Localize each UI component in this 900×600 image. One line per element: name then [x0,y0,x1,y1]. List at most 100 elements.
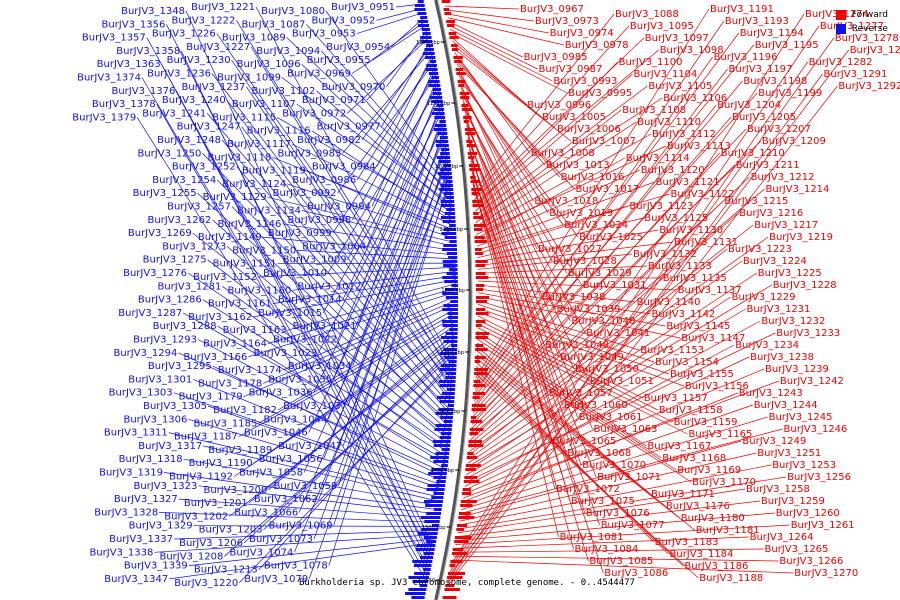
forward-leader-line [475,85,648,216]
forward-gene-mark [460,500,477,503]
reverse-leader-line [169,542,434,580]
reverse-leader-line [347,81,439,260]
forward-leader-line [459,79,579,238]
forward-gene-mark [475,288,484,291]
reverse-gene-label: BurJV3_1022 [273,335,337,346]
forward-gene-label: BurJV3_1005 [542,112,606,123]
scale-tick-label: 1450 kbp [431,468,455,474]
reverse-gene-label: BurJV3_1294 [113,348,177,359]
forward-gene-label: BurJV3_0967 [520,4,584,15]
reverse-leader-line [224,353,456,557]
reverse-gene-label: BurJV3_1099 [217,73,281,84]
legend-label: Reverse [851,24,888,34]
forward-gene-label: BurJV3_1006 [557,124,621,135]
forward-gene-mark [443,8,450,11]
backbone-line [434,0,472,600]
forward-gene-mark [465,464,481,467]
forward-gene-mark [474,240,487,243]
reverse-leader-line [180,50,431,560]
reverse-gene-label: BurJV3_0971 [302,95,366,106]
reverse-gene-mark [430,456,449,459]
forward-gene-label: BurJV3_1060 [564,400,628,411]
reverse-leader-line [296,103,454,215]
reverse-gene-mark [431,112,445,115]
forward-gene-label: BurJV3_1212 [751,172,815,183]
forward-leader-line [472,140,762,421]
reverse-leader-line [258,312,457,424]
forward-gene-mark [468,156,475,159]
reverse-gene-mark [425,56,436,59]
forward-gene-label: BurJV3_1224 [743,256,807,267]
reverse-gene-label: BurJV3_1023 [253,348,317,359]
forward-gene-label: BurJV3_1072 [556,484,620,495]
reverse-gene-mark [445,180,453,183]
forward-gene-label: BurJV3_1291 [824,69,888,80]
reverse-leader-line [277,117,454,219]
forward-gene-mark [474,356,486,359]
reverse-gene-mark [411,596,425,599]
reverse-leader-line [327,86,440,274]
forward-gene-mark [449,564,456,567]
forward-leader-line [477,292,666,327]
reverse-leader-line [325,10,452,186]
forward-leader-line [453,548,764,553]
reverse-leader-line [183,312,447,461]
reverse-leader-line [207,405,443,490]
forward-leader-line [473,37,645,200]
forward-gene-mark [473,384,486,387]
reverse-gene-mark [412,580,429,583]
forward-gene-mark [470,416,477,419]
reverse-leader-line [173,530,436,540]
forward-leader-line [474,61,618,208]
reverse-gene-label: BurJV3_0984 [312,162,376,173]
forward-gene-label: BurJV3_1233 [776,328,840,339]
reverse-gene-mark [425,540,437,543]
reverse-gene-label: BurJV3_1255 [133,188,197,199]
forward-leader-line [461,94,582,286]
reverse-gene-mark [449,268,458,271]
forward-leader-line [477,217,644,259]
forward-leader-line [477,307,670,375]
scale-tick-label: 1500 kbp [422,525,446,531]
forward-gene-label: BurJV3_1214 [766,184,830,195]
forward-gene-label: BurJV3_1135 [663,273,727,284]
reverse-gene-mark [444,236,457,239]
reverse-leader-line [250,46,454,379]
reverse-gene-label: BurJV3_1162 [188,312,252,323]
forward-gene-label: BurJV3_1039 [557,304,621,315]
forward-gene-mark [456,528,464,531]
forward-leader-line [458,464,772,526]
forward-leader-line [449,37,835,572]
reverse-gene-mark [442,260,458,263]
forward-gene-mark [466,140,473,143]
reverse-gene-label: BurJV3_1069 [269,521,333,532]
forward-gene-label: BurJV3_1198 [743,76,807,87]
reverse-gene-mark [417,20,429,23]
reverse-gene-mark [446,252,458,255]
reverse-gene-label: BurJV3_1078 [264,561,328,572]
reverse-gene-label: BurJV3_1226 [152,29,216,40]
forward-gene-label: BurJV3_1132 [633,249,697,260]
reverse-gene-label: BurJV3_1281 [157,281,221,292]
reverse-gene-label: BurJV3_1208 [159,551,223,562]
reverse-gene-label: BurJV3_1187 [174,432,238,443]
forward-gene-mark [475,324,482,327]
reverse-gene-mark [438,160,451,163]
reverse-gene-label: BurJV3_1230 [167,55,231,66]
reverse-gene-mark [426,44,434,47]
forward-gene-label: BurJV3_1209 [762,136,826,147]
reverse-gene-mark [446,208,455,211]
forward-leader-line [475,373,699,579]
forward-gene-label: BurJV3_1027 [538,244,602,255]
reverse-gene-mark [435,412,454,415]
forward-gene-label: BurJV3_1130 [659,225,723,236]
reverse-gene-mark [423,536,437,539]
reverse-gene-mark [442,292,458,295]
reverse-gene-label: BurJV3_1206 [179,538,243,549]
forward-gene-mark [474,372,488,375]
reverse-gene-mark [428,80,440,83]
reverse-gene-label: BurJV3_0977 [317,122,381,133]
reverse-gene-mark [439,188,454,191]
forward-gene-mark [476,300,488,303]
reverse-gene-mark [440,200,455,203]
